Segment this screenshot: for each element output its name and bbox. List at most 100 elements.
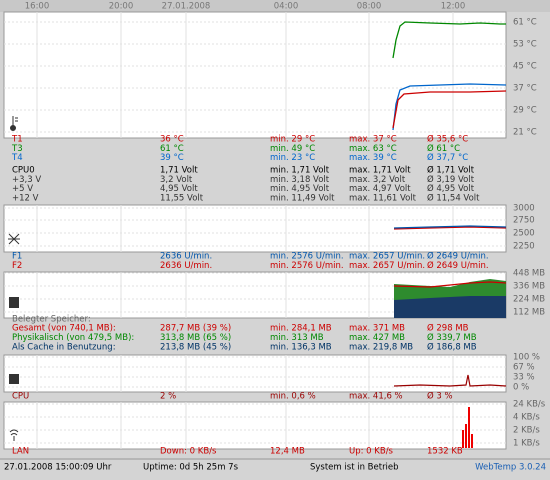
memory-cell: 287,7 MB (39 %) [160,324,231,334]
voltage-cell: 11,55 Volt [160,193,204,203]
scale-label: 24 KB/s [513,400,546,410]
graph-area [3,401,507,450]
lan-cell: 12,4 MB [270,447,305,457]
fans-cell: max. 2657 U/min. [349,252,425,262]
fans-cell: Ø 2649 U/min. [427,251,489,262]
voltage-cell: CPU0 [12,166,35,176]
memory-heading: Belegter Speicher: [12,315,91,325]
memory-cell: max. 427 MB [349,333,405,343]
temperature-cell: Ø 35,6 °C [427,134,468,145]
fans-cell: Ø 2649 U/min. [427,260,489,271]
temperature-cell: min. 29 °C [270,135,315,145]
temperature-cell: T4 [11,153,23,163]
voltage-cell: min. 1,71 Volt [270,166,330,176]
cpu-curve [393,374,507,387]
voltage-cell: min. 11,49 Volt [270,193,335,203]
voltage-cell: Ø 3,19 Volt [427,174,475,185]
temperature-cell: Ø 37,7 °C [427,152,468,163]
time-label: 27.01.2008 [162,2,211,12]
fans-cell: max. 2657 U/min. [349,261,425,271]
voltage-cell: min. 3,18 Volt [270,175,330,185]
memory-cell: min. 136,3 MB [270,343,332,353]
fans-cell: F2 [12,261,22,271]
scale-label: 4 KB/s [513,413,540,423]
scale-label: 67 % [513,363,535,373]
memory-cell: Als Cache in Benutzung: [12,343,116,353]
voltage-cell: max. 4,97 Volt [349,184,411,194]
graph-area [3,354,507,393]
time-bar [0,0,550,12]
voltage-cell: Ø 1,71 Volt [427,165,475,176]
scale-label: 100 % [513,353,540,363]
thermometer-icon [10,116,18,131]
memory-cell: 213,8 MB (45 %) [160,343,231,353]
time-label: 08:00 [357,2,382,12]
graph-area [3,11,507,139]
lan-cell: Up: 0 KB/s [349,447,394,457]
network-icon [9,429,19,441]
voltage-cell: +12 V [12,193,39,203]
fan-icon [8,233,20,245]
scale-label: 61 °C [513,18,537,28]
voltage-cell: min. 4,95 Volt [270,184,330,194]
scale-label: 3000 [513,204,535,214]
scale-label: 45 °C [513,62,537,72]
fans-cell: min. 2576 U/min. [270,252,344,262]
scale-label: 2250 [513,242,535,252]
scale-label: 21 °C [513,128,537,138]
temperature-cell: max. 39 °C [349,153,397,163]
temperature-cell: T1 [11,135,23,145]
memory-cell: Physikalisch (von 479,5 MB): [12,333,134,343]
cpu-icon [9,374,19,384]
footer-version: WebTemp 3.0.24 [475,463,546,473]
voltage-cell: +3,3 V [12,175,41,185]
fans-cell: min. 2576 U/min. [270,261,344,271]
voltage-cell: 3,2 Volt [160,175,193,185]
cpu-cell: Ø 3 % [427,391,453,402]
temperature-cell: max. 63 °C [349,144,397,154]
cpu-cell: CPU [12,392,29,402]
time-label: 12:00 [441,2,466,12]
memory-cell: Ø 339,7 MB [427,332,477,343]
voltage-cell: max. 3,2 Volt [349,175,406,185]
scale-label: 112 MB [513,308,545,318]
scale-label: 448 MB [513,269,545,279]
time-label: 04:00 [274,2,299,12]
memory-cell: Ø 186,8 MB [427,342,477,353]
footer-date: 27.01.2008 15:00:09 Uhr [4,463,112,473]
temperature-cell: T3 [11,144,23,154]
time-label: 16:00 [25,2,50,12]
voltage-cell: max. 11,61 Volt [349,193,417,203]
scale-label: 29 °C [513,106,537,116]
scale-label: 1 KB/s [513,439,540,449]
voltage-cell: Ø 11,54 Volt [427,192,480,203]
scale-label: 53 °C [513,40,537,50]
lan-cell: LAN [12,447,29,457]
footer-uptime: Uptime: 0d 5h 25m 7s [143,463,239,473]
memory-cell: min. 313 MB [270,333,324,343]
lan-curve [462,407,473,448]
voltage-cell: +5 V [12,184,33,194]
temperature-cell: max. 37 °C [349,135,397,145]
memory-curves [393,279,507,318]
memory-cell: max. 219,8 MB [349,343,413,353]
cpu-cell: min. 0,6 % [270,392,316,402]
voltage-cell: 4,95 Volt [160,184,198,194]
voltage-cell: 1,71 Volt [160,166,198,176]
memory-cell: max. 371 MB [349,324,405,334]
fan-curves [393,225,507,230]
fans-cell: 2636 U/min. [160,261,212,271]
scale-label: 0 % [513,383,529,393]
lan-cell: 1532 KB [427,447,463,457]
lan-cell: Down: 0 KB/s [160,447,217,457]
memory-cell: Gesamt (von 740,1 MB): [12,324,116,334]
temperature-cell: min. 23 °C [270,153,315,163]
memory-icon [9,297,19,308]
memory-cell: min. 284,1 MB [270,324,332,334]
cpu-cell: max. 41,6 % [349,392,403,402]
voltage-cell: Ø 4,95 Volt [427,183,475,194]
temperature-cell: 39 °C [160,153,184,163]
voltage-cell: max. 1,71 Volt [349,166,411,176]
scale-label: 33 % [513,373,535,383]
time-label: 20:00 [109,2,134,12]
